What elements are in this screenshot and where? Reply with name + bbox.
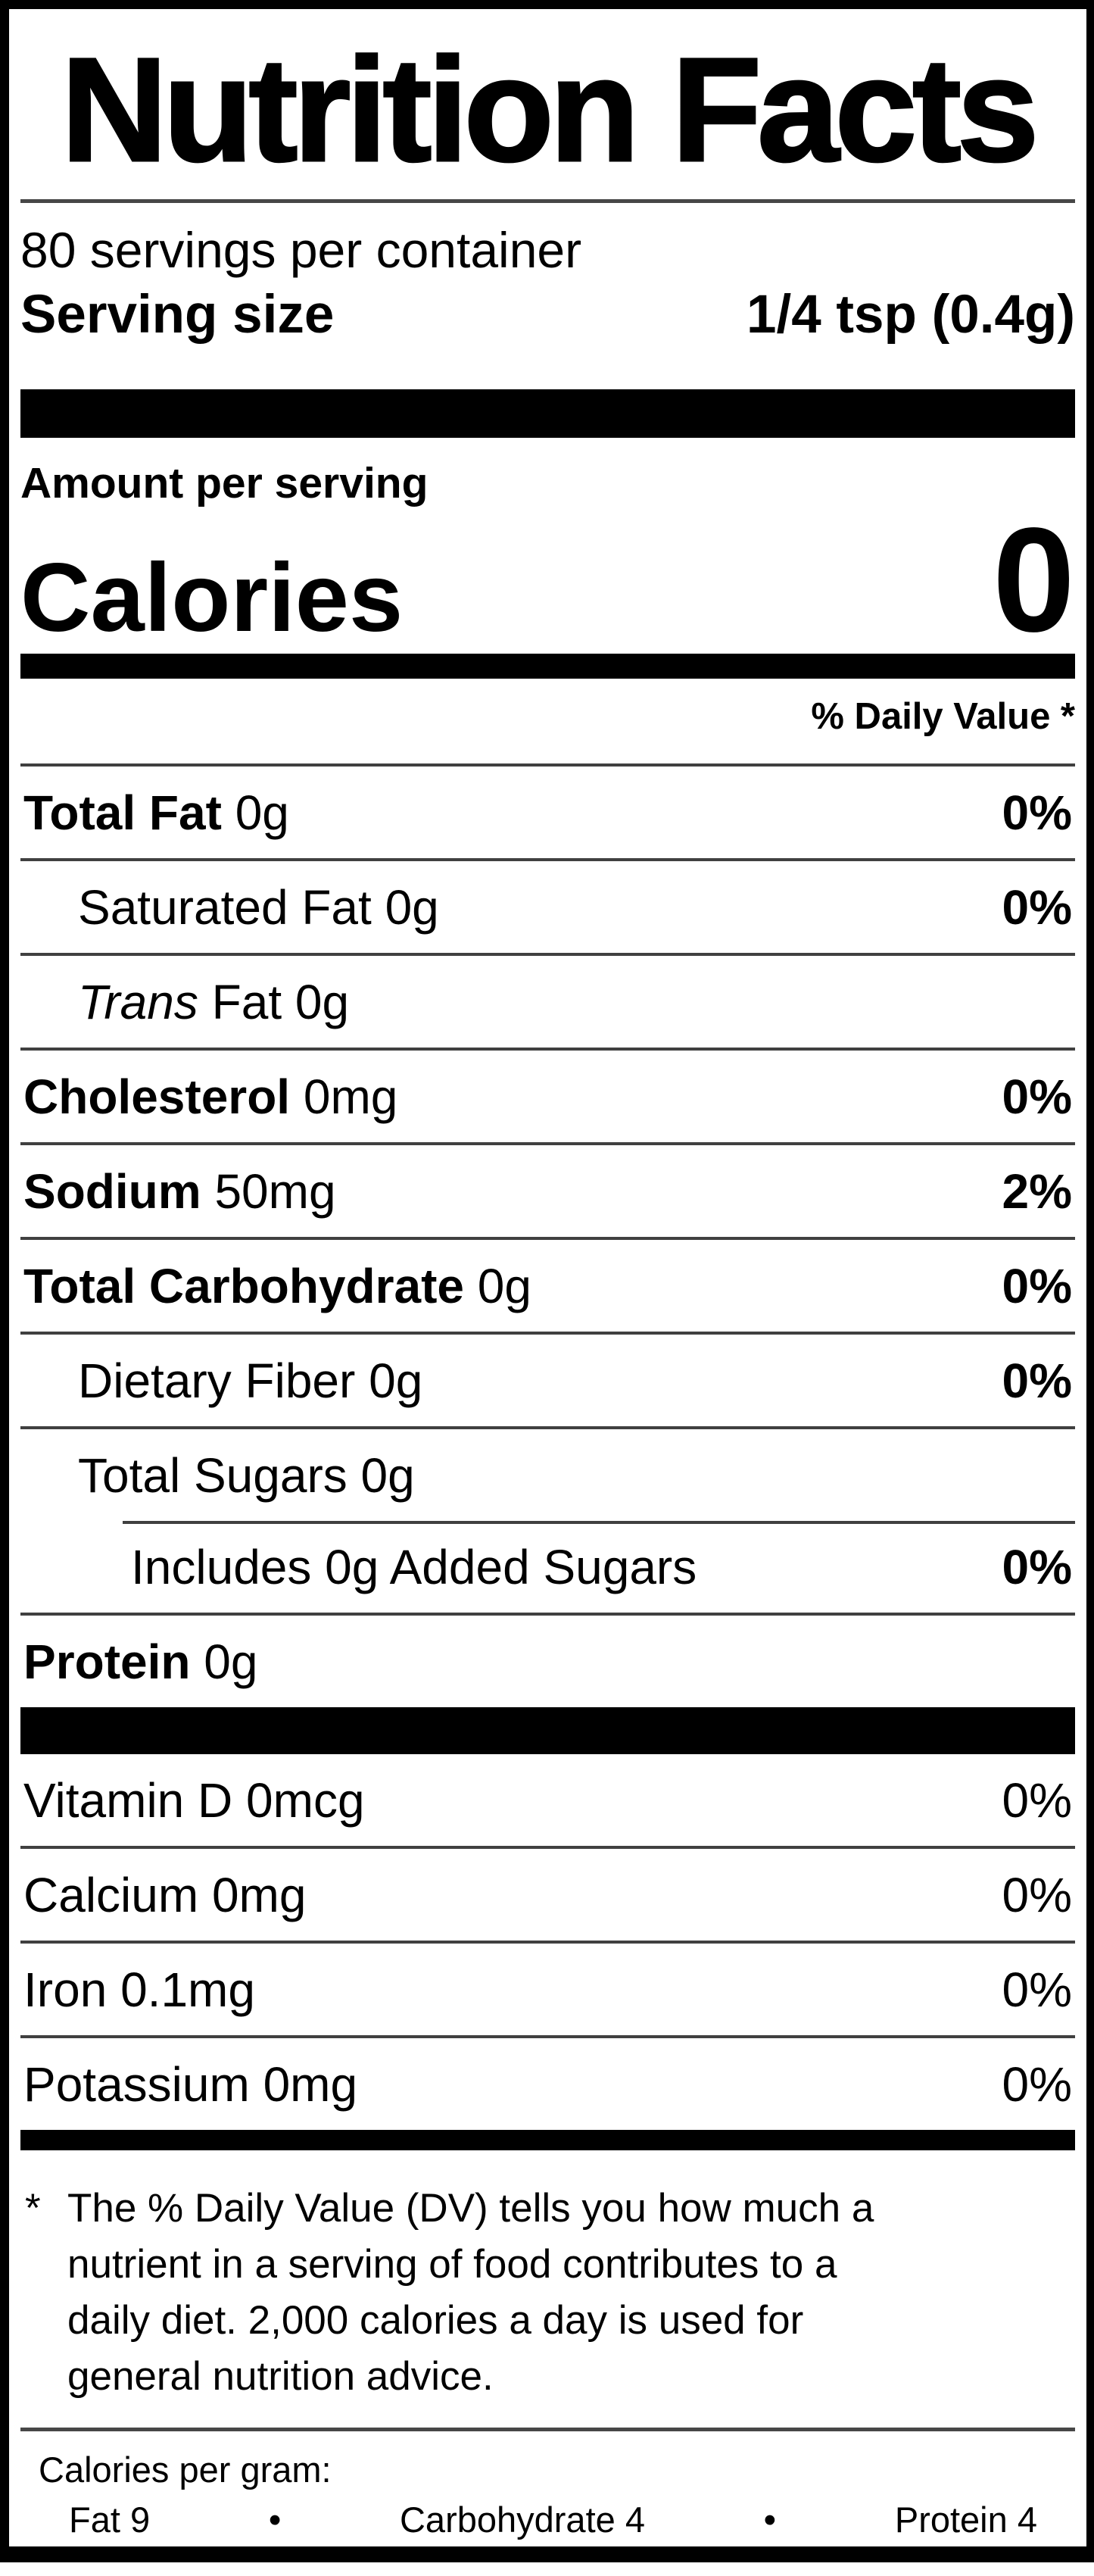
nutrient-name: Includes 0g Added Sugars (131, 1539, 697, 1594)
bottom-border-bar (9, 2546, 1086, 2562)
nutrient-row-added-sugars: Includes 0g Added Sugars 0% (20, 1521, 1075, 1613)
nutrient-amount: 0g (235, 785, 289, 840)
daily-value-percent: 0% (1002, 2056, 1073, 2112)
daily-value-percent: 2% (1002, 1163, 1073, 1219)
nutrient-name: Calcium (23, 1867, 199, 1922)
nutrient-amount: 0.1mg (120, 1962, 255, 2017)
nutrient-row-total-fat: Total Fat 0g 0% (20, 763, 1075, 858)
footnote-line: daily diet. 2,000 calories a day is used… (67, 2298, 804, 2343)
nutrient-row-cholesterol: Cholesterol 0mg 0% (20, 1048, 1075, 1142)
nutrient-amount: 0g (295, 974, 350, 1029)
nutrient-name: Sodium (23, 1163, 201, 1219)
nutrient-name: Cholesterol (23, 1069, 291, 1124)
calories-per-gram-row: Fat 9 • Carbohydrate 4 • Protein 4 (20, 2500, 1075, 2540)
daily-value-percent: 0% (1002, 1258, 1073, 1313)
calories-value: 0 (992, 497, 1075, 664)
nutrient-row-dietary-fiber: Dietary Fiber 0g 0% (20, 1332, 1075, 1426)
nutrient-name: Total Carbohydrate (23, 1258, 464, 1313)
servings-per-container: 80 servings per container (20, 221, 582, 278)
daily-value-percent: 0% (1002, 1772, 1073, 1828)
nutrient-name: Protein (23, 1634, 191, 1689)
calories-row: Calories 0 (20, 497, 1075, 664)
nutrient-row-protein: Protein 0g (20, 1613, 1075, 1707)
daily-value-percent: 0% (1002, 1539, 1073, 1594)
medium-separator-bar (20, 654, 1075, 679)
nutrient-name: Dietary Fiber (78, 1353, 356, 1408)
nutrient-amount: 50mg (214, 1163, 336, 1219)
vitamin-row-vitamin-d: Vitamin D 0mcg 0% (20, 1754, 1075, 1846)
medium-separator-bar (20, 2130, 1075, 2151)
nutrient-amount: 0g (385, 879, 439, 935)
daily-value-percent: 0% (1002, 1962, 1073, 2017)
nutrient-name: Fat (211, 974, 282, 1029)
nutrient-row-saturated-fat: Saturated Fat 0g 0% (20, 858, 1075, 953)
nutrient-name: Total Fat (23, 785, 222, 840)
thick-separator-bar (20, 1707, 1075, 1755)
daily-value-percent: 0% (1002, 1867, 1073, 1922)
daily-value-percent: 0% (1002, 879, 1073, 935)
calories-per-gram-item: Protein 4 (894, 2500, 1037, 2540)
serving-size-label: Serving size (20, 284, 335, 345)
footnote: * The % Daily Value (DV) tells you how m… (20, 2181, 1075, 2405)
vitamin-row-iron: Iron 0.1mg 0% (20, 1941, 1075, 2035)
nutrient-amount: 0g (360, 1447, 415, 1503)
nutrient-amount: 0g (477, 1258, 531, 1313)
nutrient-name: Saturated Fat (78, 879, 372, 935)
thick-separator-bar (20, 389, 1075, 439)
daily-value-percent: 0% (1002, 785, 1073, 840)
separator-rule (20, 2428, 1075, 2432)
bullet-separator: • (268, 2500, 282, 2540)
nutrient-row-trans-fat: Trans Fat 0g (20, 953, 1075, 1048)
nutrient-name: Vitamin D (23, 1772, 233, 1828)
amount-per-serving-label: Amount per serving (20, 459, 429, 508)
footnote-line: general nutrition advice. (67, 2354, 494, 2400)
serving-size-value: 1/4 tsp (0.4g) (746, 284, 1075, 345)
nutrient-name: Total Sugars (78, 1447, 348, 1503)
footnote-marker: * (25, 2186, 41, 2231)
calories-per-gram-heading: Calories per gram: (39, 2450, 332, 2490)
separator-rule (20, 198, 1075, 203)
daily-value-percent: 0% (1002, 1353, 1073, 1408)
nutrient-amount: 0g (204, 1634, 258, 1689)
nutrient-row-sodium: Sodium 50mg 2% (20, 1142, 1075, 1237)
calories-per-gram-item: Carbohydrate 4 (399, 2500, 645, 2540)
vitamin-row-potassium: Potassium 0mg 0% (20, 2035, 1075, 2130)
nutrient-name: Potassium (23, 2056, 250, 2112)
nutrient-row-total-carbohydrate: Total Carbohydrate 0g 0% (20, 1237, 1075, 1332)
nutrient-amount: 0mg (211, 1867, 307, 1922)
daily-value-header: % Daily Value * (811, 696, 1075, 738)
vitamin-row-calcium: Calcium 0mg 0% (20, 1846, 1075, 1941)
nutrient-name-italic: Trans (78, 974, 198, 1029)
vitamin-rows: Vitamin D 0mcg 0% Calcium 0mg 0% Iron 0.… (20, 1754, 1075, 2130)
nutrient-row-total-sugars: Total Sugars 0g (20, 1426, 1075, 1521)
nutrient-amount: 0mg (303, 1069, 398, 1124)
nutrient-rows: Total Fat 0g 0% Saturated Fat 0g 0% Tran… (20, 763, 1075, 1707)
footnote-line: The % Daily Value (DV) tells you how muc… (67, 2186, 874, 2231)
nutrient-amount: 0mg (263, 2056, 358, 2112)
label-title: Nutrition Facts (60, 27, 1040, 192)
nutrient-amount: 0mcg (246, 1772, 365, 1828)
calories-per-gram-item: Fat 9 (69, 2500, 151, 2540)
footnote-line: nutrient in a serving of food contribute… (67, 2242, 837, 2287)
serving-size-row: Serving size 1/4 tsp (0.4g) (20, 286, 1075, 345)
bullet-separator: • (763, 2500, 777, 2540)
nutrient-amount: 0g (369, 1353, 423, 1408)
nutrient-name: Iron (23, 1962, 108, 2017)
daily-value-percent: 0% (1002, 1069, 1073, 1124)
calories-label: Calories (20, 544, 404, 653)
footnote-text: The % Daily Value (DV) tells you how muc… (67, 2181, 874, 2405)
